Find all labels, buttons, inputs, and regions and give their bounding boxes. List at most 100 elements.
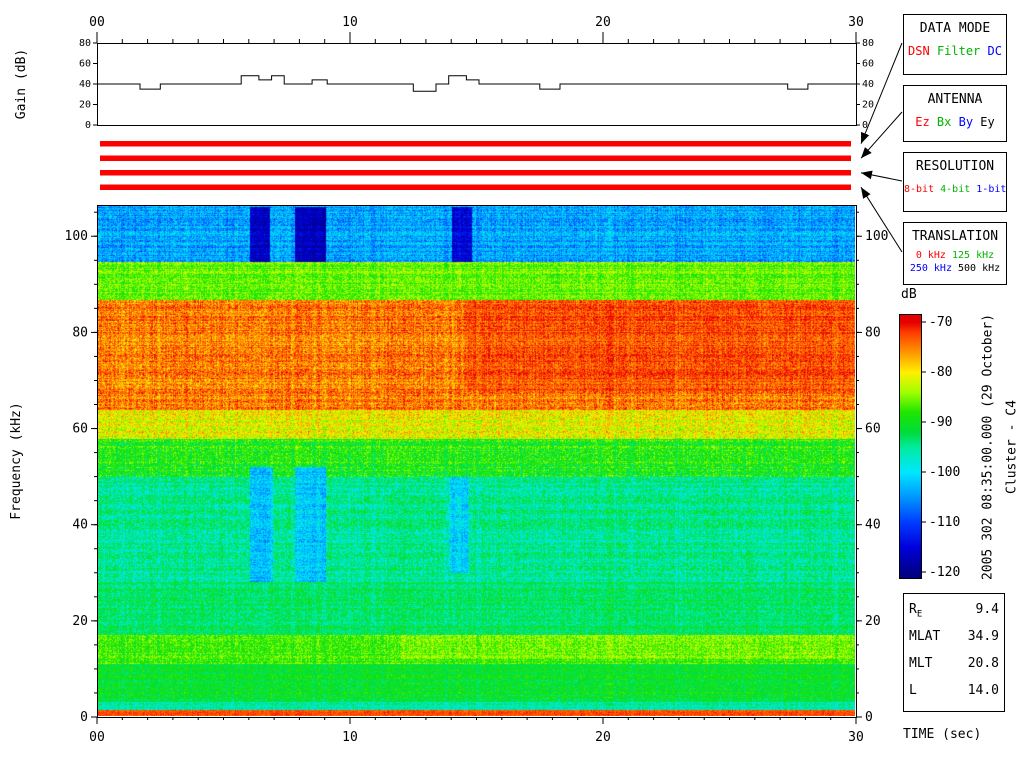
status-bar-antenna: [100, 155, 851, 161]
option-bx: Bx: [936, 115, 952, 129]
freq-tick-label: 40: [865, 518, 881, 533]
spacecraft-label: Cluster - C4: [1004, 400, 1020, 494]
ephemeris-box: RE 9.4 MLAT 34.9 MLT 20.8 L 14.0: [903, 593, 1005, 712]
option-ez: Ez: [915, 115, 930, 129]
option-dc: DC: [987, 44, 1002, 58]
resolution-options: 8-bit 4-bit 1-bit: [904, 183, 1006, 196]
status-bar-data-mode: [100, 141, 851, 147]
gain-ytick-label: 0: [85, 120, 91, 131]
option-by: By: [958, 115, 974, 129]
colorbar-tick-label: -120: [929, 565, 960, 580]
freq-tick-label: 20: [72, 614, 88, 629]
ephemeris-label: L: [909, 683, 917, 698]
ephemeris-label: RE: [909, 602, 923, 620]
antenna-options: Ez Bx By Ey: [904, 116, 1006, 129]
option-filter: Filter: [936, 44, 981, 58]
ephemeris-value: 14.0: [967, 683, 999, 698]
gain-ytick-label: 0: [862, 120, 868, 131]
resolution-legend-box: RESOLUTION 8-bit 4-bit 1-bit: [903, 152, 1007, 212]
freq-tick-label: 0: [80, 710, 88, 725]
option-8-bit: 8-bit: [904, 184, 935, 195]
ephemeris-value: 34.9: [967, 629, 999, 644]
option-ey: Ey: [980, 115, 995, 129]
gain-ytick-label: 80: [862, 38, 874, 49]
data-mode-title: DATA MODE: [919, 21, 991, 36]
time-tick-label: 10: [342, 730, 358, 745]
gain-ytick-label: 40: [862, 79, 874, 90]
colorbar-units-label: dB: [901, 287, 917, 302]
ephemeris-row-l: L 14.0: [909, 683, 999, 710]
data-mode-options: DSN Filter DC: [904, 45, 1006, 58]
colorbar-tick-label: -110: [929, 515, 960, 530]
time-axis-label: TIME (sec): [903, 727, 982, 742]
freq-tick-label: 80: [865, 325, 881, 340]
time-tick-label: 10: [342, 15, 358, 30]
freq-tick-label: 60: [72, 422, 88, 437]
ephemeris-label: MLT: [909, 656, 933, 671]
colorbar-axes: -70 -80 -90 -100 -110 -120: [899, 314, 960, 580]
colorbar-gradient: [900, 315, 921, 578]
time-tick-label: 20: [595, 15, 611, 30]
status-bar-translation: [100, 184, 851, 190]
gain-ytick-label: 60: [862, 59, 874, 70]
option-250-khz: 250 kHz: [909, 263, 952, 274]
status-bars: [100, 141, 851, 190]
option-125-khz: 125 kHz: [951, 250, 995, 261]
ephemeris-label: MLAT: [909, 629, 941, 644]
antenna-title: ANTENNA: [927, 92, 983, 107]
gain-trace: [97, 75, 856, 92]
time-tick-label: 00: [89, 730, 105, 745]
ephemeris-value: 20.8: [967, 656, 999, 671]
ephemeris-value: 9.4: [975, 602, 999, 617]
ephemeris-row-mlt: MLT 20.8: [909, 656, 999, 683]
spectrogram-heatmap: [98, 206, 855, 716]
datetime-label: 2005 302 08:35:00.000 (29 October): [980, 313, 996, 581]
gain-ytick-label: 60: [79, 59, 91, 70]
ephemeris-row-r: RE 9.4: [909, 602, 999, 629]
legend-arrows: [860, 42, 903, 253]
gain-ytick-label: 20: [79, 100, 91, 111]
translation-legend-box: TRANSLATION 0 kHz 125 kHz 250 kHz 500 kHz: [903, 222, 1007, 285]
freq-tick-label: 60: [865, 422, 881, 437]
ephemeris-row-mlat: MLAT 34.9: [909, 629, 999, 656]
frequency-axis-title: Frequency (kHz): [9, 402, 24, 519]
colorbar-tick-label: -90: [929, 415, 952, 430]
ephemeris-rows: RE 9.4 MLAT 34.9 MLT 20.8 L 14.0: [909, 602, 999, 710]
data_mode-option-row: DSN Filter DC: [904, 45, 1006, 58]
colorbar-tick-label: -100: [929, 465, 960, 480]
antenna-legend-box: ANTENNA Ez Bx By Ey: [903, 85, 1007, 142]
translation-option-row: 250 kHz 500 kHz: [904, 262, 1006, 275]
translation-title: TRANSLATION: [911, 229, 999, 244]
time-tick-label: 30: [848, 15, 864, 30]
freq-tick-label: 100: [865, 229, 888, 244]
option-4-bit: 4-bit: [940, 184, 971, 195]
gain-ytick-label: 20: [862, 100, 874, 111]
freq-tick-label: 40: [72, 518, 88, 533]
time-tick-label: 00: [89, 15, 105, 30]
resolution-title: RESOLUTION: [915, 159, 995, 174]
colorbar-tick-label: -80: [929, 365, 952, 380]
antenna-option-row: Ez Bx By Ey: [904, 116, 1006, 129]
colorbar-tick-label: -70: [929, 315, 952, 330]
gain-axis-title: Gain (dB): [14, 49, 29, 119]
freq-tick-label: 100: [65, 229, 88, 244]
freq-tick-label: 0: [865, 710, 873, 725]
resolution-option-row: 8-bit 4-bit 1-bit: [904, 183, 1006, 196]
data-mode-legend-box: DATA MODE DSN Filter DC: [903, 14, 1007, 75]
translation-option-row: 0 kHz 125 kHz: [904, 249, 1006, 262]
translation-options: 0 kHz 125 kHz 250 kHz 500 kHz: [904, 249, 1006, 275]
option-dsn: DSN: [908, 44, 930, 58]
option-500-khz: 500 kHz: [958, 263, 1001, 274]
gain-ytick-label: 80: [79, 38, 91, 49]
status-bar-resolution: [100, 170, 851, 176]
gain-ytick-label: 40: [79, 79, 91, 90]
freq-tick-label: 20: [865, 614, 881, 629]
option-0-khz: 0 kHz: [915, 250, 946, 261]
option-1-bit: 1-bit: [976, 184, 1007, 195]
time-tick-label: 20: [595, 730, 611, 745]
freq-tick-label: 80: [72, 325, 88, 340]
time-tick-label: 30: [848, 730, 864, 745]
